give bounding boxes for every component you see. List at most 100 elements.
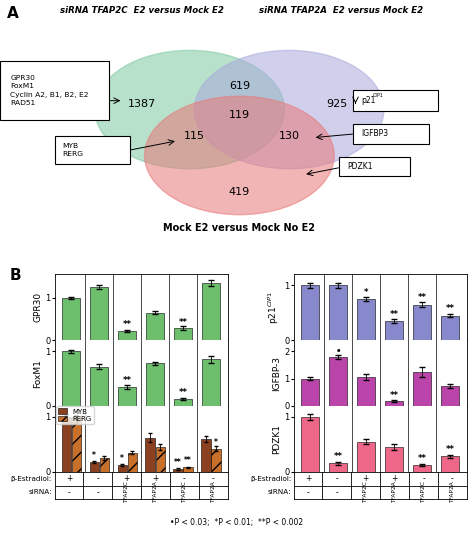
- Text: +: +: [153, 474, 159, 483]
- Text: **: **: [418, 294, 427, 302]
- Bar: [90, 367, 108, 406]
- Text: 119: 119: [229, 110, 250, 120]
- FancyBboxPatch shape: [353, 90, 438, 111]
- Text: **: **: [418, 454, 427, 463]
- Text: **: **: [123, 376, 132, 385]
- Bar: [357, 299, 375, 340]
- Legend: MYB, RERG: MYB, RERG: [56, 406, 93, 424]
- Text: Mock E2 versus Mock No E2: Mock E2 versus Mock No E2: [164, 223, 315, 233]
- Bar: [146, 364, 164, 406]
- Text: TFAP2C: TFAP2C: [124, 481, 129, 504]
- Circle shape: [194, 50, 384, 169]
- Text: -: -: [451, 474, 454, 483]
- Text: •: •: [336, 347, 341, 356]
- Bar: [329, 357, 347, 406]
- Bar: [413, 305, 431, 340]
- Text: -: -: [183, 474, 186, 483]
- Bar: [441, 456, 459, 472]
- Bar: [100, 458, 109, 472]
- Bar: [155, 447, 165, 472]
- Text: *: *: [92, 451, 96, 459]
- FancyBboxPatch shape: [353, 124, 429, 143]
- Bar: [202, 283, 220, 340]
- Text: •P < 0.03;  *P < 0.01;  **P < 0.002: •P < 0.03; *P < 0.01; **P < 0.002: [171, 518, 303, 527]
- Text: 1387: 1387: [128, 99, 156, 109]
- Text: siRNA:: siRNA:: [28, 489, 52, 496]
- FancyBboxPatch shape: [339, 157, 410, 176]
- Text: **: **: [179, 388, 188, 397]
- Bar: [301, 286, 319, 340]
- Text: *: *: [214, 438, 218, 447]
- Y-axis label: FoxM1: FoxM1: [33, 359, 42, 387]
- Text: TFAP2A: TFAP2A: [392, 482, 397, 503]
- Bar: [357, 441, 375, 472]
- Bar: [413, 465, 431, 472]
- Text: -: -: [212, 474, 215, 483]
- Text: TFAP2C: TFAP2C: [182, 481, 187, 504]
- Text: CIP1: CIP1: [373, 93, 383, 98]
- Text: 925: 925: [326, 99, 347, 109]
- Bar: [301, 378, 319, 406]
- Text: B: B: [10, 268, 21, 282]
- Bar: [201, 439, 210, 472]
- Text: **: **: [390, 391, 399, 400]
- Bar: [441, 316, 459, 340]
- Text: **: **: [179, 318, 188, 327]
- Y-axis label: GPR30: GPR30: [33, 292, 42, 322]
- Bar: [413, 372, 431, 406]
- Bar: [202, 359, 220, 406]
- Bar: [385, 401, 403, 406]
- Bar: [72, 417, 81, 472]
- Text: -: -: [336, 488, 338, 497]
- Text: **: **: [123, 320, 132, 329]
- Text: TFAP2A: TFAP2A: [153, 482, 158, 503]
- Text: TFAP2C: TFAP2C: [363, 481, 368, 504]
- Text: -: -: [336, 474, 338, 483]
- Bar: [183, 467, 193, 472]
- Text: **: **: [174, 458, 182, 467]
- Bar: [62, 298, 81, 340]
- Bar: [118, 465, 127, 472]
- Bar: [211, 449, 221, 472]
- Bar: [173, 469, 182, 472]
- Bar: [301, 417, 319, 472]
- Text: -: -: [96, 474, 99, 483]
- Text: -: -: [68, 488, 70, 497]
- Y-axis label: p21$^{CIP1}$: p21$^{CIP1}$: [267, 291, 282, 324]
- Text: +: +: [124, 474, 130, 483]
- Text: -: -: [307, 488, 310, 497]
- Text: TFAP2A: TFAP2A: [450, 482, 455, 503]
- Bar: [329, 286, 347, 340]
- Bar: [357, 377, 375, 406]
- Bar: [62, 351, 81, 406]
- Text: +: +: [392, 474, 398, 483]
- Text: **: **: [446, 445, 455, 454]
- Bar: [62, 417, 71, 472]
- Circle shape: [95, 50, 284, 169]
- Bar: [385, 321, 403, 340]
- Bar: [174, 328, 192, 340]
- Bar: [441, 386, 459, 406]
- Text: GPR30
FoxM1
Cyclin A2, B1, B2, E2
RAD51: GPR30 FoxM1 Cyclin A2, B1, B2, E2 RAD51: [10, 75, 89, 106]
- Text: -: -: [96, 488, 99, 497]
- Text: PDZK1: PDZK1: [347, 162, 373, 171]
- Text: 130: 130: [279, 131, 300, 141]
- Circle shape: [145, 96, 334, 215]
- Text: **: **: [446, 304, 455, 313]
- Text: siRNA TFAP2C  E2 versus Mock E2: siRNA TFAP2C E2 versus Mock E2: [60, 6, 224, 15]
- Text: **: **: [390, 310, 399, 319]
- Bar: [90, 287, 108, 340]
- Text: p21: p21: [361, 95, 375, 104]
- Text: -: -: [422, 474, 425, 483]
- Text: TFAP2C: TFAP2C: [421, 481, 426, 504]
- Text: +: +: [66, 474, 72, 483]
- Text: +: +: [305, 474, 311, 483]
- Text: **: **: [334, 453, 343, 461]
- Text: 419: 419: [229, 188, 250, 197]
- FancyBboxPatch shape: [0, 61, 109, 120]
- Y-axis label: IGFBP-3: IGFBP-3: [273, 356, 282, 391]
- Text: **: **: [184, 456, 192, 465]
- Bar: [385, 447, 403, 472]
- Text: β-Estradiol:: β-Estradiol:: [11, 475, 52, 482]
- Text: siRNA:: siRNA:: [268, 489, 291, 496]
